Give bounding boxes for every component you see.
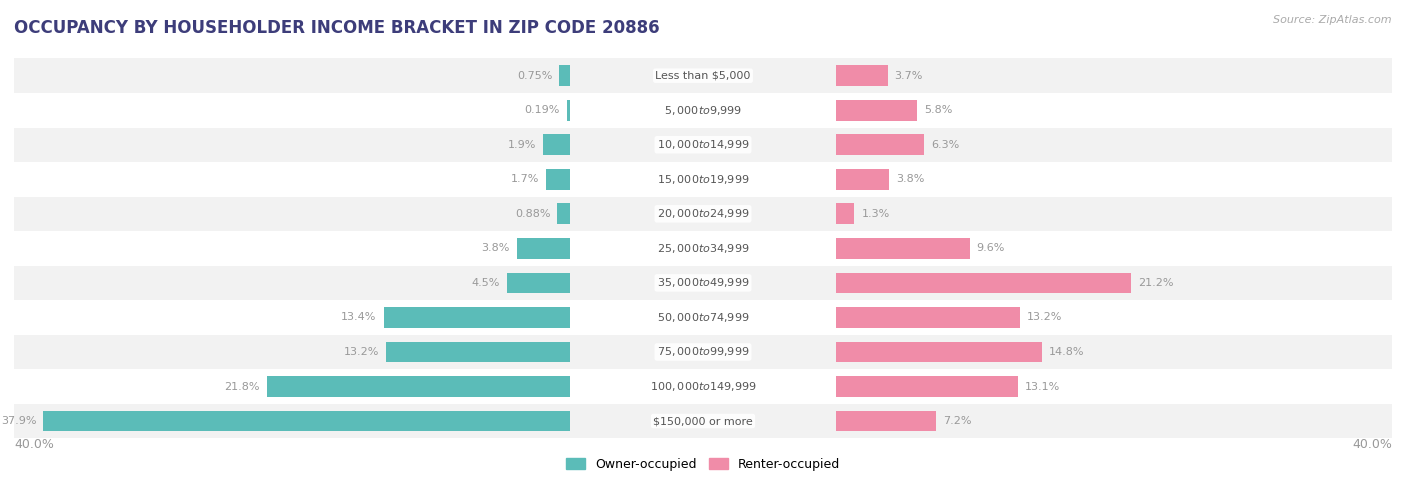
Bar <box>569 58 837 93</box>
Text: $25,000 to $34,999: $25,000 to $34,999 <box>657 242 749 255</box>
Text: 0.19%: 0.19% <box>524 105 560 115</box>
Bar <box>837 273 1130 293</box>
Text: 3.7%: 3.7% <box>894 71 924 81</box>
Bar <box>384 307 569 328</box>
Text: 4.5%: 4.5% <box>472 278 501 288</box>
Text: 1.3%: 1.3% <box>862 209 890 219</box>
Text: 13.4%: 13.4% <box>342 313 377 322</box>
Text: 3.8%: 3.8% <box>482 244 510 253</box>
Text: 0.88%: 0.88% <box>515 209 551 219</box>
Bar <box>14 300 569 335</box>
Text: $15,000 to $19,999: $15,000 to $19,999 <box>657 173 749 186</box>
Text: $10,000 to $14,999: $10,000 to $14,999 <box>657 138 749 151</box>
Bar <box>557 204 569 224</box>
Bar <box>387 341 569 362</box>
Text: 21.2%: 21.2% <box>1137 278 1173 288</box>
Bar <box>267 376 569 397</box>
Bar <box>517 238 569 259</box>
Text: $50,000 to $74,999: $50,000 to $74,999 <box>657 311 749 324</box>
Bar <box>14 265 569 300</box>
Bar <box>837 411 936 431</box>
Text: 3.8%: 3.8% <box>896 174 924 184</box>
Text: $150,000 or more: $150,000 or more <box>654 416 752 426</box>
Bar <box>569 369 837 404</box>
Bar <box>837 65 887 86</box>
Text: $75,000 to $99,999: $75,000 to $99,999 <box>657 345 749 358</box>
Text: OCCUPANCY BY HOUSEHOLDER INCOME BRACKET IN ZIP CODE 20886: OCCUPANCY BY HOUSEHOLDER INCOME BRACKET … <box>14 19 659 37</box>
Text: $35,000 to $49,999: $35,000 to $49,999 <box>657 277 749 289</box>
Bar <box>569 93 837 128</box>
Text: 40.0%: 40.0% <box>14 438 53 451</box>
Bar <box>837 128 1392 162</box>
Bar <box>569 231 837 265</box>
Bar <box>837 100 917 121</box>
Bar <box>837 93 1392 128</box>
Bar <box>14 93 569 128</box>
Bar <box>837 162 1392 197</box>
Bar <box>837 169 889 189</box>
Text: 13.2%: 13.2% <box>344 347 380 357</box>
Text: $5,000 to $9,999: $5,000 to $9,999 <box>664 104 742 117</box>
Bar <box>14 335 569 369</box>
Bar <box>837 300 1392 335</box>
Text: 13.2%: 13.2% <box>1026 313 1062 322</box>
Text: 6.3%: 6.3% <box>931 140 959 150</box>
Bar <box>837 204 855 224</box>
Text: 37.9%: 37.9% <box>1 416 37 426</box>
Text: 7.2%: 7.2% <box>943 416 972 426</box>
Bar <box>569 265 837 300</box>
Bar <box>837 307 1019 328</box>
Bar <box>14 231 569 265</box>
Text: 0.75%: 0.75% <box>517 71 553 81</box>
Legend: Owner-occupied, Renter-occupied: Owner-occupied, Renter-occupied <box>561 453 845 476</box>
Bar <box>569 300 837 335</box>
Bar <box>546 169 569 189</box>
Bar <box>44 411 569 431</box>
Text: Source: ZipAtlas.com: Source: ZipAtlas.com <box>1274 15 1392 25</box>
Bar <box>837 197 1392 231</box>
Text: 5.8%: 5.8% <box>924 105 952 115</box>
Bar <box>569 162 837 197</box>
Bar <box>14 197 569 231</box>
Bar <box>837 134 924 155</box>
Bar <box>837 265 1392 300</box>
Bar <box>837 369 1392 404</box>
Text: 21.8%: 21.8% <box>225 381 260 392</box>
Bar <box>543 134 569 155</box>
Text: 9.6%: 9.6% <box>977 244 1005 253</box>
Text: Less than $5,000: Less than $5,000 <box>655 71 751 81</box>
Bar <box>560 65 569 86</box>
Bar <box>837 238 970 259</box>
Bar <box>569 197 837 231</box>
Text: 1.7%: 1.7% <box>510 174 538 184</box>
Bar <box>14 369 569 404</box>
Bar <box>837 58 1392 93</box>
Bar <box>14 128 569 162</box>
Bar <box>14 404 569 438</box>
Bar <box>837 335 1392 369</box>
Bar <box>569 128 837 162</box>
Bar <box>837 231 1392 265</box>
Text: 1.9%: 1.9% <box>508 140 536 150</box>
Text: 40.0%: 40.0% <box>1353 438 1392 451</box>
Bar <box>837 341 1042 362</box>
Text: 13.1%: 13.1% <box>1025 381 1060 392</box>
Text: 14.8%: 14.8% <box>1049 347 1084 357</box>
Bar <box>14 162 569 197</box>
Bar <box>567 100 569 121</box>
Bar <box>569 404 837 438</box>
Bar <box>837 404 1392 438</box>
Text: $20,000 to $24,999: $20,000 to $24,999 <box>657 207 749 220</box>
Bar <box>837 376 1018 397</box>
Bar <box>14 58 569 93</box>
Text: $100,000 to $149,999: $100,000 to $149,999 <box>650 380 756 393</box>
Bar <box>508 273 569 293</box>
Bar <box>569 335 837 369</box>
